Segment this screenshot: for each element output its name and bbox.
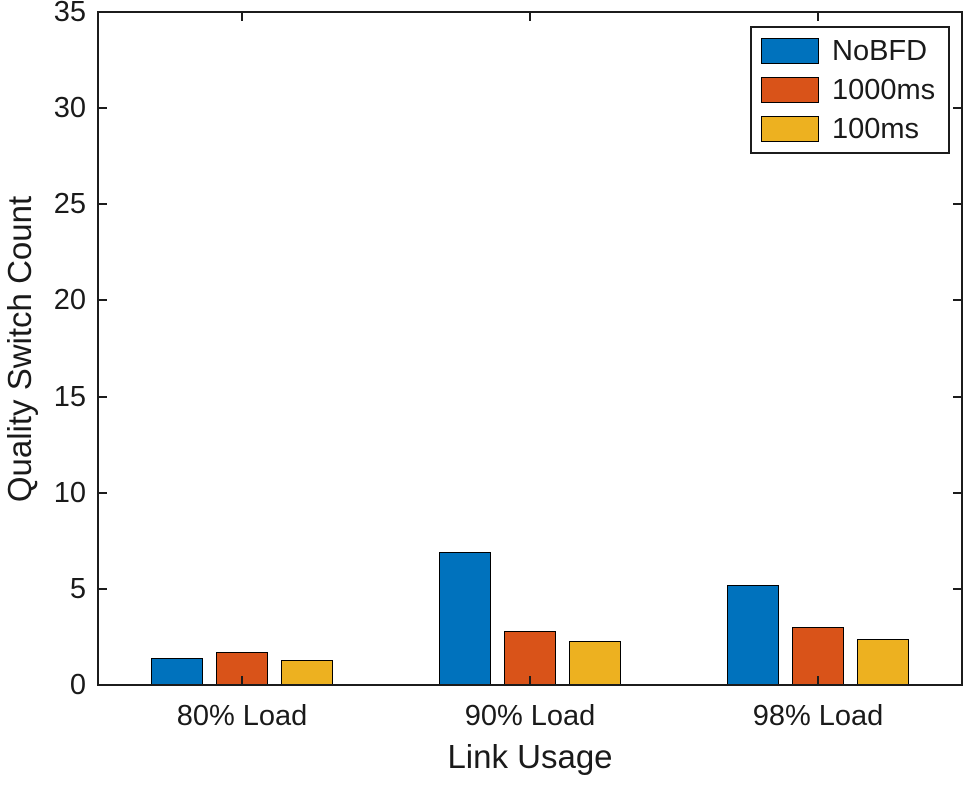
legend-label-1000ms: 1000ms (832, 73, 936, 106)
y-tick-left (98, 11, 107, 13)
y-tick-left (98, 107, 107, 110)
legend-swatch-100ms (761, 115, 819, 142)
x-tick-label: 90% Load (464, 700, 596, 732)
bar-100ms-80-load (281, 660, 333, 685)
x-tick-label: 98% Load (752, 700, 884, 732)
x-axis-label: Link Usage (447, 738, 613, 775)
y-tick-label: 25 (53, 188, 86, 221)
y-tick-label: 35 (53, 0, 86, 28)
y-tick-left (98, 587, 107, 590)
bar-1000ms-98-load (792, 627, 844, 685)
bar-nobfd-90-load (439, 552, 491, 685)
y-tick-right (953, 299, 962, 302)
y-tick-label: 5 (69, 572, 86, 605)
y-tick-left (98, 491, 107, 494)
y-tick-label: 10 (53, 476, 86, 509)
y-tick-label: 20 (53, 284, 86, 317)
x-tick-top (241, 12, 243, 21)
y-tick-right (953, 107, 962, 110)
y-tick-left (98, 395, 107, 398)
y-tick-left (98, 203, 107, 206)
x-tick-bottom (529, 676, 531, 685)
y-tick-left (98, 299, 107, 302)
y-tick-label: 15 (53, 380, 86, 413)
y-axis-label: Quality Switch Count (1, 195, 38, 503)
bar-nobfd-98-load (727, 585, 779, 685)
legend-label-100ms: 100ms (832, 112, 920, 145)
x-tick-bottom (241, 676, 243, 685)
x-tick-bottom (817, 676, 819, 685)
bar-100ms-90-load (569, 640, 621, 685)
y-tick-label: 0 (69, 669, 86, 701)
bar-100ms-98-load (857, 638, 909, 685)
x-tick-top (817, 12, 819, 21)
x-tick-top (529, 12, 531, 21)
bar-nobfd-80-load (151, 658, 203, 685)
legend-swatch-1000ms (761, 76, 819, 103)
legend-label-nobfd: NoBFD (832, 35, 928, 68)
legend-item-1000ms: 1000ms (752, 75, 948, 105)
legend-item-100ms: 100ms (752, 114, 948, 144)
y-tick-left (98, 684, 107, 686)
x-tick-label: 80% Load (176, 700, 308, 732)
y-tick-right (953, 491, 962, 494)
y-tick-label: 30 (53, 92, 86, 125)
legend: NoBFD 1000ms 100ms (750, 26, 950, 154)
y-tick-right (953, 587, 962, 590)
y-tick-right (953, 395, 962, 398)
y-tick-right (953, 203, 962, 206)
legend-item-nobfd: NoBFD (752, 36, 948, 66)
y-tick-right (953, 684, 962, 686)
legend-swatch-nobfd (761, 38, 819, 65)
y-tick-right (953, 11, 962, 13)
